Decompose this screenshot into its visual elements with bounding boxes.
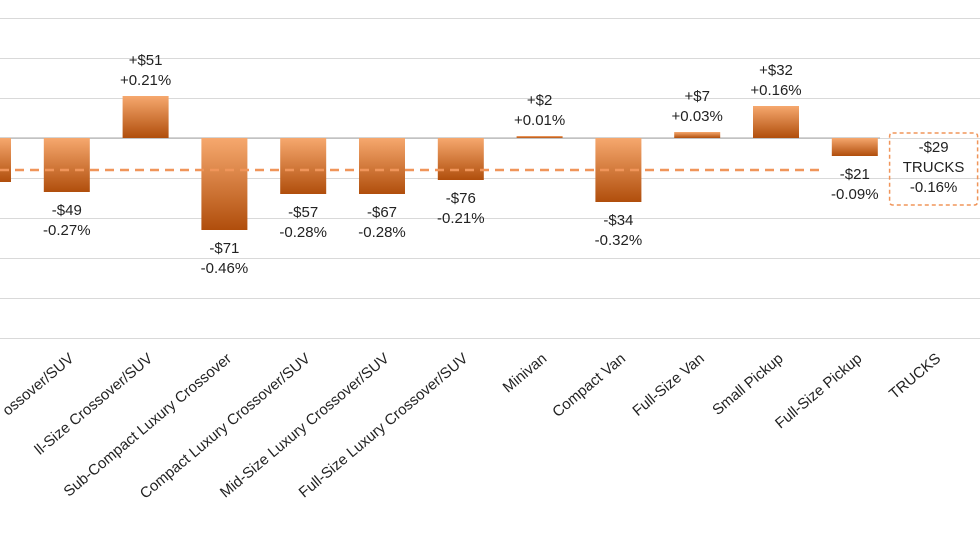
x-tick-label: Small Pickup xyxy=(709,350,786,419)
bar xyxy=(280,138,327,194)
x-tick-label: Full-Size Luxury Crossover/SUV xyxy=(296,350,472,501)
dollar-label: -$67 xyxy=(367,204,397,221)
value-label: +0.03% xyxy=(672,108,723,125)
dollar-label: +$51 xyxy=(129,52,163,69)
x-tick-label: Full-Size Van xyxy=(629,350,707,420)
dollar-label: -$49 xyxy=(52,202,82,219)
dollar-label: -$34 xyxy=(603,212,633,229)
x-tick-label: Compact Luxury Crossover/SUV xyxy=(137,350,314,502)
dollar-label: -$21 xyxy=(840,166,870,183)
bar xyxy=(122,96,169,138)
value-label: -0.28% xyxy=(279,224,327,241)
x-tick-label: Compact Van xyxy=(549,350,629,421)
dollar-label: +$7 xyxy=(684,88,709,105)
x-tick-label: Full-Size Pickup xyxy=(772,350,865,432)
value-label: -0.09% xyxy=(831,186,879,203)
x-tick-label: Sub-Compact Luxury Crossover xyxy=(61,350,235,500)
x-tick-label: Mid-Size Luxury Crossover/SUV xyxy=(217,350,393,501)
bar xyxy=(831,138,878,156)
value-label: -0.32% xyxy=(595,232,643,249)
bar xyxy=(753,106,799,138)
x-tick-label: TRUCKS xyxy=(886,350,944,403)
dollar-label: -$76 xyxy=(446,190,476,207)
x-tick-label: ossover/SUV xyxy=(0,350,77,419)
value-label: -0.27% xyxy=(43,222,91,239)
bar xyxy=(201,138,248,230)
total-dollar: -$29 xyxy=(919,139,949,156)
bar xyxy=(674,132,721,138)
value-label: +0.16% xyxy=(750,82,801,99)
bar xyxy=(516,136,563,138)
bar xyxy=(0,138,11,182)
total-box xyxy=(888,132,979,206)
x-tick-label: Minivan xyxy=(500,350,551,396)
value-label: -0.46% xyxy=(201,260,249,277)
bar xyxy=(359,138,405,194)
value-label: +0.01% xyxy=(514,112,565,129)
dollar-label: -$71 xyxy=(209,240,239,257)
value-label: +0.21% xyxy=(120,72,171,89)
dollar-label: +$2 xyxy=(527,92,552,109)
value-label: -0.21% xyxy=(437,210,485,227)
dollar-label: +$32 xyxy=(759,62,793,79)
bar xyxy=(437,138,484,180)
value-label: -0.28% xyxy=(358,224,406,241)
dollar-label: -$57 xyxy=(288,204,318,221)
total-name: TRUCKS xyxy=(903,159,965,176)
total-percent: -0.16% xyxy=(910,179,958,196)
bar xyxy=(43,138,90,192)
